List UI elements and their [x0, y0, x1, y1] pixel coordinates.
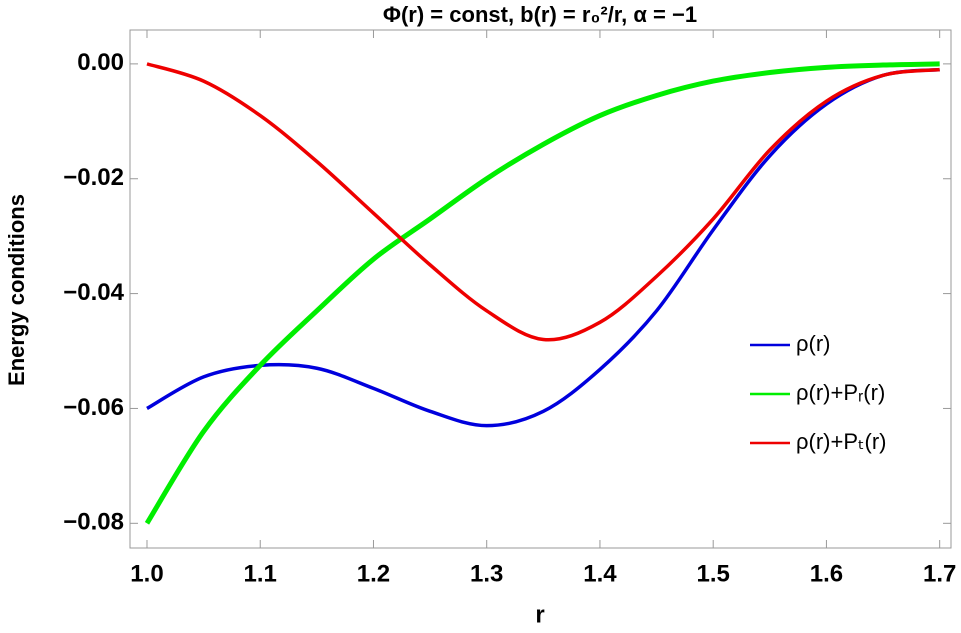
x-tick-label: 1.5	[697, 560, 730, 587]
x-tick-label: 1.7	[923, 560, 956, 587]
x-tick-label: 1.4	[583, 560, 617, 587]
series-line	[144, 61, 940, 525]
legend-label: ρ(r)+Pᵣ(r)	[796, 380, 885, 405]
series-line	[146, 67, 940, 428]
y-tick-label: −0.04	[63, 279, 124, 306]
y-tick-label: −0.02	[63, 164, 124, 191]
x-tick-label: 1.1	[244, 560, 277, 587]
x-tick-label: 1.3	[470, 560, 503, 587]
x-tick-label: 1.2	[357, 560, 390, 587]
y-tick-label: 0.00	[77, 49, 124, 76]
legend-label: ρ(r)+Pₜ(r)	[796, 429, 886, 454]
y-tick-label: −0.08	[63, 509, 124, 536]
series-line	[146, 62, 940, 342]
x-tick-label: 1.0	[130, 560, 163, 587]
chart-title: Φ(r) = const, b(r) = r₀²/r, α = −1	[383, 2, 697, 27]
y-axis-label: Energy conditions	[4, 194, 29, 386]
y-tick-label: −0.06	[63, 394, 124, 421]
plot-frame	[129, 29, 952, 549]
x-axis-label: r	[535, 601, 544, 628]
legend-label: ρ(r)	[796, 331, 831, 356]
x-tick-label: 1.6	[810, 560, 843, 587]
